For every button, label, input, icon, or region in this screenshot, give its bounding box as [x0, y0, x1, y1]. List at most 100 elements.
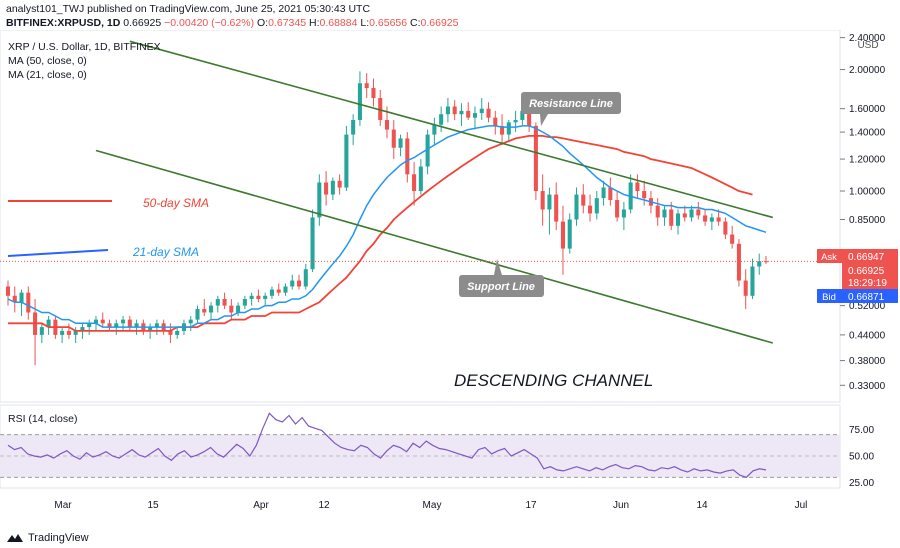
candle-body — [222, 299, 227, 306]
brand-name: TradingView — [28, 532, 89, 544]
candle-body — [236, 305, 241, 313]
legend-title: XRP / U.S. Dollar, 1D, BITFINEX — [8, 41, 161, 53]
candle — [357, 71, 362, 126]
candle — [337, 174, 342, 195]
candle-body — [554, 194, 559, 222]
bid-tag — [842, 289, 898, 303]
candle-body — [425, 134, 430, 167]
price-chart[interactable]: 2.40000 2.00000 1.60000 1.40000 1.20000 1.000… — [0, 30, 900, 518]
rsi-line — [7, 412, 767, 478]
resistance-label: Resistance Line — [529, 98, 613, 110]
low-label: L: — [360, 17, 370, 29]
candle — [459, 103, 464, 126]
candle — [669, 201, 674, 231]
candle — [750, 258, 755, 300]
candle — [567, 213, 572, 254]
candle — [195, 305, 200, 324]
candle — [330, 177, 335, 201]
candle-body — [472, 113, 478, 118]
candle-body — [317, 182, 322, 218]
candle-body — [344, 134, 349, 188]
candle-body — [513, 119, 518, 123]
candle-body — [675, 213, 681, 226]
ask-tag-label — [817, 249, 842, 263]
candle-body — [405, 138, 410, 175]
price-tick-label: 2.00000 — [849, 65, 886, 76]
resistance-callout — [521, 92, 621, 114]
tradingview-logo-icon — [7, 534, 23, 542]
candle-body — [615, 200, 620, 218]
publisher-line: analyst101_TWJ published on TradingView.… — [6, 3, 371, 15]
candle — [310, 209, 315, 272]
time-tick-label: 12 — [318, 500, 330, 511]
rsi-tick-label: 75.00 — [849, 425, 874, 436]
candle-body — [736, 243, 741, 281]
candle-body — [655, 205, 660, 218]
price-tick-label: 0.33000 — [849, 381, 886, 392]
bid-label: Bid — [822, 292, 836, 303]
candle — [344, 125, 349, 192]
candle — [12, 286, 17, 313]
candle — [709, 213, 714, 231]
candle-body — [5, 286, 11, 296]
candle-body — [324, 182, 329, 195]
candle-body — [148, 327, 153, 331]
candle-body — [757, 261, 762, 267]
candle — [445, 98, 450, 123]
candle-body — [696, 209, 701, 216]
rsi-tick-label: 25.00 — [849, 478, 874, 489]
candle-body — [357, 83, 362, 120]
candle-body — [256, 295, 261, 300]
candle-body — [188, 319, 193, 324]
candle-body — [296, 280, 302, 287]
low-value: 0.65656 — [369, 17, 408, 29]
candle — [87, 319, 92, 335]
tradingview-footer[interactable]: TradingView — [6, 532, 89, 544]
candle — [66, 323, 71, 339]
candle-body — [26, 292, 31, 313]
candle — [296, 274, 302, 290]
candle — [418, 159, 423, 195]
candle — [317, 174, 322, 226]
candle-body — [574, 194, 579, 220]
candle-body — [154, 323, 159, 328]
candle — [60, 327, 65, 344]
candle-body — [500, 125, 505, 135]
candle-body — [635, 182, 640, 192]
candle-body — [452, 106, 457, 115]
candle-body — [703, 215, 708, 222]
candle-body — [567, 219, 572, 249]
ask-price: 0.66947 — [848, 252, 885, 263]
legend-ma21: MA (21, close, 0) — [8, 69, 87, 81]
main-pane[interactable] — [0, 30, 841, 403]
candle — [121, 316, 126, 331]
ask-tag — [842, 249, 898, 263]
bid-tag-label — [817, 289, 842, 303]
high-label: H: — [308, 17, 320, 29]
candle — [635, 174, 640, 199]
support-callout-pointer — [494, 259, 502, 275]
candle-body — [73, 330, 78, 335]
open-value: 0.67345 — [268, 17, 307, 29]
candle-body — [337, 180, 342, 188]
candle — [506, 119, 511, 143]
resistance-callout-pointer — [540, 114, 548, 126]
price-change: −0.00420 (−0.62%) — [164, 17, 255, 29]
candle — [405, 132, 410, 183]
open-label: O: — [257, 17, 269, 29]
candle — [269, 286, 274, 300]
price-tick-label: 1.60000 — [849, 104, 886, 115]
candle-body — [418, 166, 423, 192]
price-tick-label: 1.00000 — [849, 187, 886, 198]
time-tick-label: May — [423, 500, 442, 511]
candle — [425, 129, 430, 175]
candle-body — [398, 138, 403, 148]
candle-body — [527, 110, 532, 126]
candle — [378, 89, 383, 126]
candle-body — [560, 221, 565, 249]
candle — [703, 209, 708, 226]
candle-body — [588, 205, 593, 214]
candle — [209, 302, 214, 320]
candle-body — [60, 330, 65, 335]
time-tick-label: 14 — [696, 500, 708, 511]
